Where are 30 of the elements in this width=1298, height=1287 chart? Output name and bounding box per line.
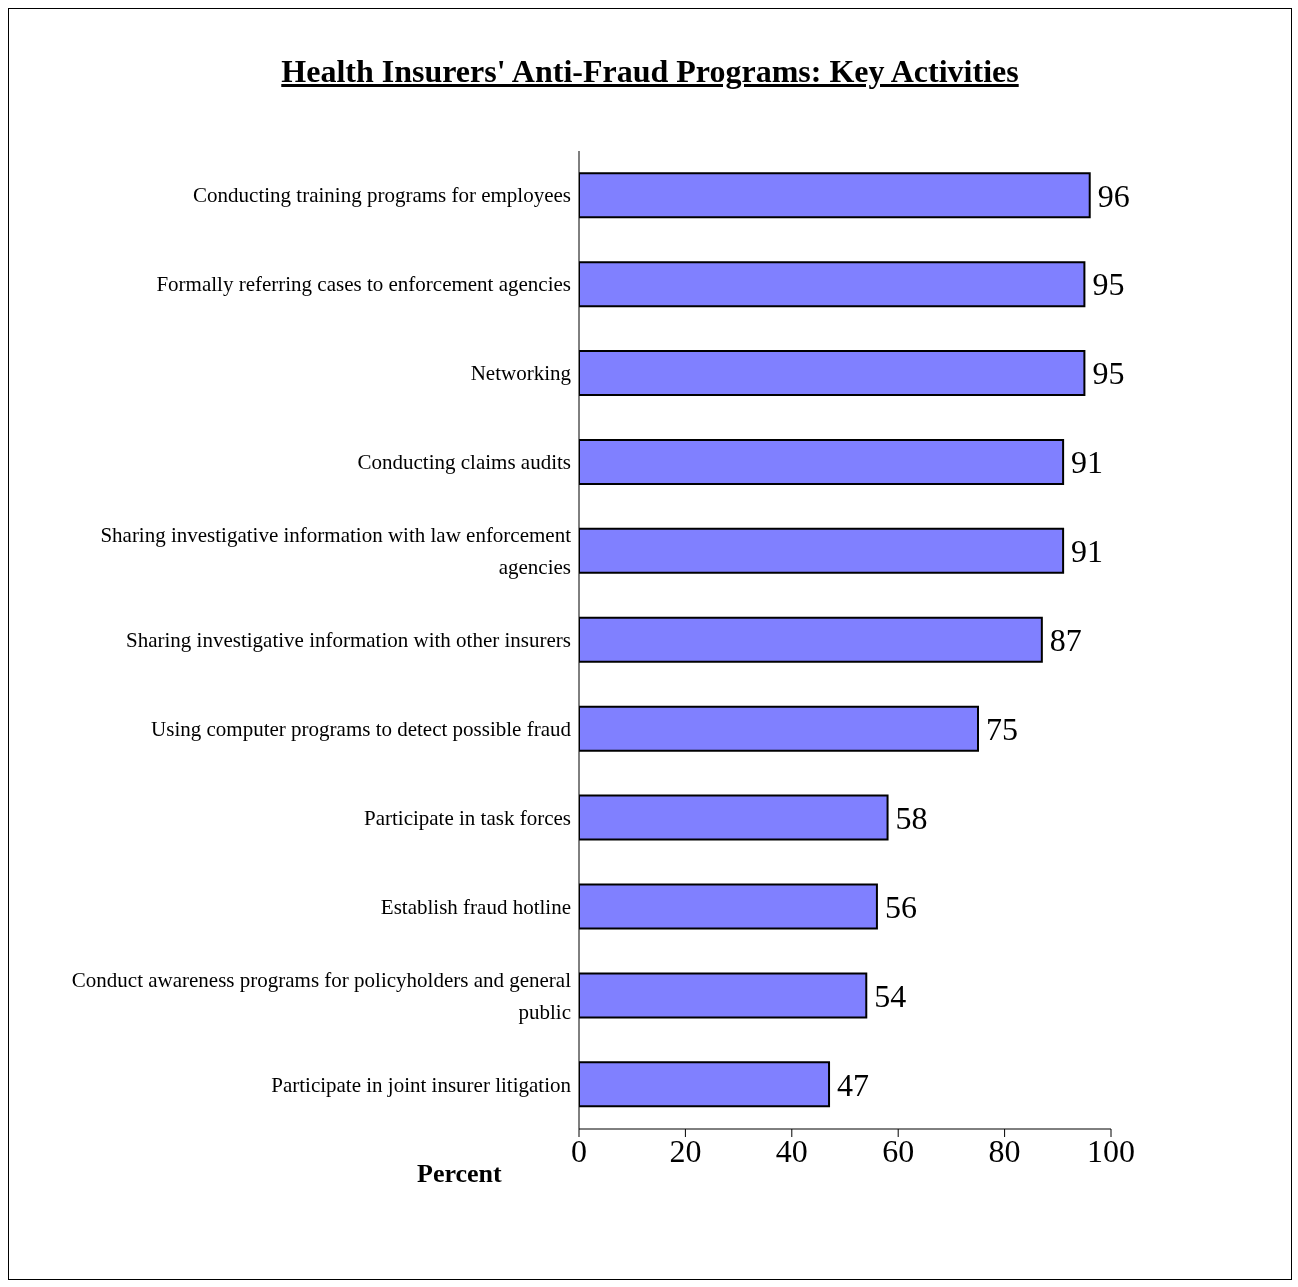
y-tick-label: Using computer programs to detect possible fraud (151, 716, 572, 741)
data-label: 75 (986, 711, 1018, 748)
y-tick-label: Establish fraud hotline (380, 894, 571, 919)
y-tick-label: Conduct awareness programs for policyholders and general public (71, 967, 572, 1024)
y-tick-label: Sharing investigative information with law enforcement agencies (100, 523, 572, 580)
y-tick-label: Conducting training programs for employees (193, 183, 571, 208)
y-tick-label: Conducting claims audits (357, 450, 571, 475)
y-tick-label: Participate in task forces (363, 805, 571, 830)
y-tick-label: Formally referring cases to enforcement agencies (156, 272, 571, 297)
data-label: 47 (837, 1066, 870, 1103)
data-label: 54 (874, 977, 907, 1014)
y-tick-label: Networking (470, 361, 572, 386)
data-label: 87 (1049, 622, 1082, 659)
x-tick-label: 40 (775, 1132, 808, 1169)
x-tick-label: 80 (988, 1132, 1021, 1169)
y-tick-label: Sharing investigative information with other insurers (126, 628, 571, 652)
data-label: 91 (1071, 444, 1104, 481)
data-label: 95 (1092, 266, 1125, 303)
data-label: 58 (895, 799, 928, 836)
x-axis-title: Percent (417, 1159, 502, 1189)
data-label: 95 (1092, 355, 1125, 392)
data-label: 56 (884, 888, 917, 925)
x-tick-label: 60 (882, 1132, 915, 1169)
data-label: 91 (1071, 533, 1104, 570)
x-tick-label: 20 (669, 1132, 702, 1169)
y-tick-label: Participate in joint insurer litigation (271, 1072, 572, 1097)
data-label: 96 (1097, 177, 1130, 214)
x-tick-label: 100 (1087, 1132, 1135, 1169)
x-tick-label: 0 (571, 1132, 587, 1169)
chart-title: Health Insurers' Anti-Fraud Programs: Key Activities (280, 53, 1020, 90)
